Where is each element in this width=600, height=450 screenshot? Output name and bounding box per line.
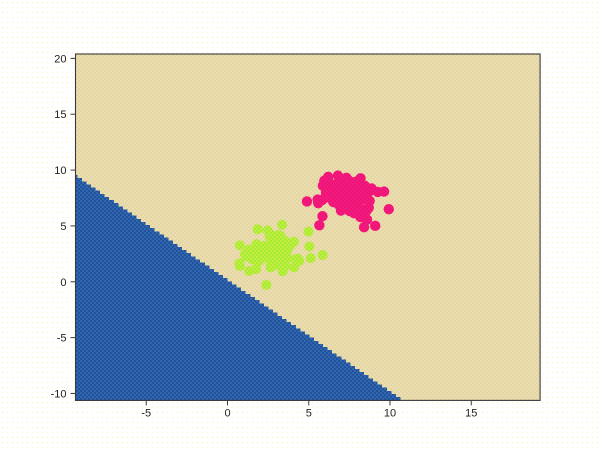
svg-text:0: 0 <box>60 277 66 289</box>
svg-text:-5: -5 <box>141 407 151 419</box>
svg-text:15: 15 <box>465 407 477 419</box>
svg-text:20: 20 <box>54 53 66 65</box>
svg-text:5: 5 <box>306 407 312 419</box>
svg-text:10: 10 <box>54 165 66 177</box>
svg-text:-10: -10 <box>51 388 67 400</box>
svg-text:15: 15 <box>54 109 66 121</box>
svg-text:-5: -5 <box>57 333 67 345</box>
svg-text:5: 5 <box>60 221 66 233</box>
svg-text:10: 10 <box>384 407 396 419</box>
svg-text:0: 0 <box>224 407 230 419</box>
